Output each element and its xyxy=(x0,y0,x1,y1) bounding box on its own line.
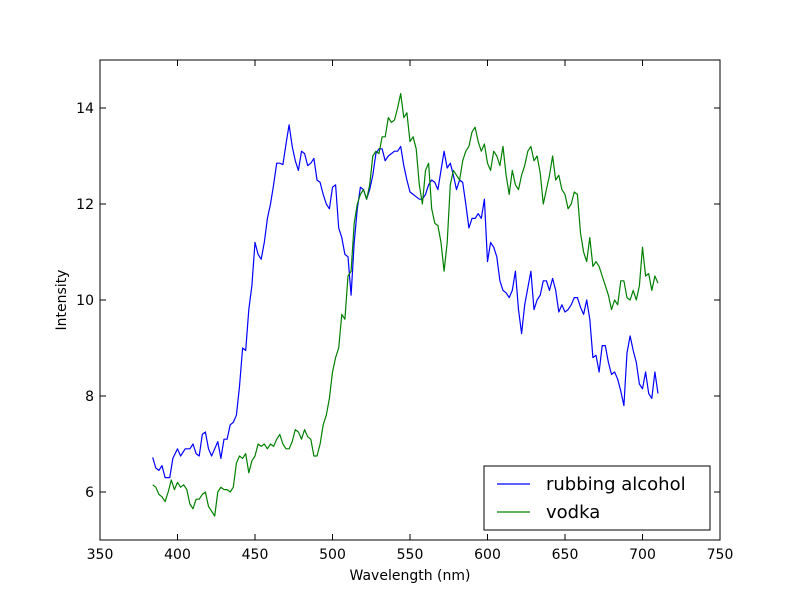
x-tick-label: 350 xyxy=(87,547,114,563)
y-tick-label: 6 xyxy=(85,485,94,501)
legend-label-vodka: vodka xyxy=(546,502,600,523)
x-tick-label: 600 xyxy=(474,547,501,563)
y-tick-label: 10 xyxy=(76,293,94,309)
legend: rubbing alcohol vodka xyxy=(483,465,711,531)
series-layer xyxy=(152,93,659,517)
x-tick-label: 550 xyxy=(397,547,424,563)
series-line-vodka xyxy=(152,93,659,517)
y-tick-label: 14 xyxy=(76,101,94,117)
y-tick-label: 8 xyxy=(85,389,94,405)
y-axis-label: Intensity xyxy=(54,270,70,331)
x-axis-label: Wavelength (nm) xyxy=(350,568,471,584)
x-tick-label: 650 xyxy=(552,547,579,563)
y-tick-label: 12 xyxy=(76,197,94,213)
plot-frame xyxy=(99,59,721,541)
x-tick-label: 700 xyxy=(629,547,656,563)
x-tick-label: 400 xyxy=(164,547,191,563)
ticks-layer: 350 400 450 500 550 600 650 700 750 6 8 10 12 14 xyxy=(76,60,733,563)
legend-box xyxy=(483,465,711,531)
x-tick-label: 750 xyxy=(707,547,734,563)
series-line-rubbing-alcohol xyxy=(152,124,659,479)
legend-label-rubbing-alcohol: rubbing alcohol xyxy=(546,474,686,495)
x-tick-label: 450 xyxy=(242,547,269,563)
x-tick-label: 500 xyxy=(319,547,346,563)
